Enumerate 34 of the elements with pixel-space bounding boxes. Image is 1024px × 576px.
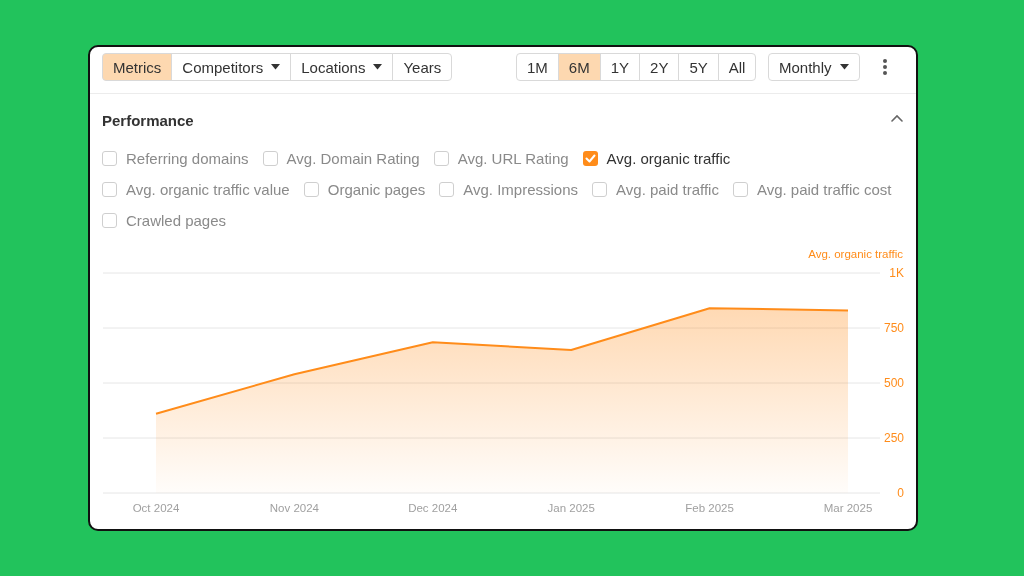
text: Avg. organic traffic value xyxy=(126,181,290,198)
y-tick-label: 500 xyxy=(883,376,905,390)
button: 5Y xyxy=(678,53,719,81)
text: Avg. paid traffic xyxy=(616,181,719,198)
x-tick-label: Mar 2025 xyxy=(823,502,873,515)
dropdown: Competitors xyxy=(171,53,292,81)
x-tick-label: Feb 2025 xyxy=(685,502,734,515)
text: Avg. Domain Rating xyxy=(286,150,420,167)
text: Referring domains xyxy=(126,150,249,167)
x-tick-label: Dec 2024 xyxy=(408,502,459,515)
y-tick-label: 1K xyxy=(889,266,904,280)
dropdown: Locations xyxy=(290,53,394,81)
text: Avg. paid traffic cost xyxy=(756,181,892,198)
legend-label: Avg. organic traffic xyxy=(606,150,731,167)
dropdown: Monthly xyxy=(768,53,860,81)
button: 2Y xyxy=(639,53,680,81)
x-tick-label: Jan 2025 xyxy=(547,502,595,515)
x-tick-label: Nov 2024 xyxy=(269,502,320,515)
text: Organic pages xyxy=(327,181,426,198)
text: Crawled pages xyxy=(126,212,227,229)
button: 6M xyxy=(557,53,601,81)
y-tick-label: 250 xyxy=(883,431,905,445)
text: Avg. URL Rating xyxy=(457,150,569,167)
button: Metrics xyxy=(102,53,173,81)
button: 1Y xyxy=(599,53,641,81)
y-tick-label: 750 xyxy=(883,321,905,335)
button: All xyxy=(717,53,757,81)
x-tick-label: Oct 2024 xyxy=(132,502,180,515)
button: 1M xyxy=(516,53,559,81)
y-tick-label: 0 xyxy=(897,486,905,500)
text: Avg. Impressions xyxy=(463,181,579,198)
chart-title: Performance xyxy=(102,112,194,129)
button: Years xyxy=(392,53,453,81)
y-axis-title: Avg. organic traffic xyxy=(808,248,903,260)
